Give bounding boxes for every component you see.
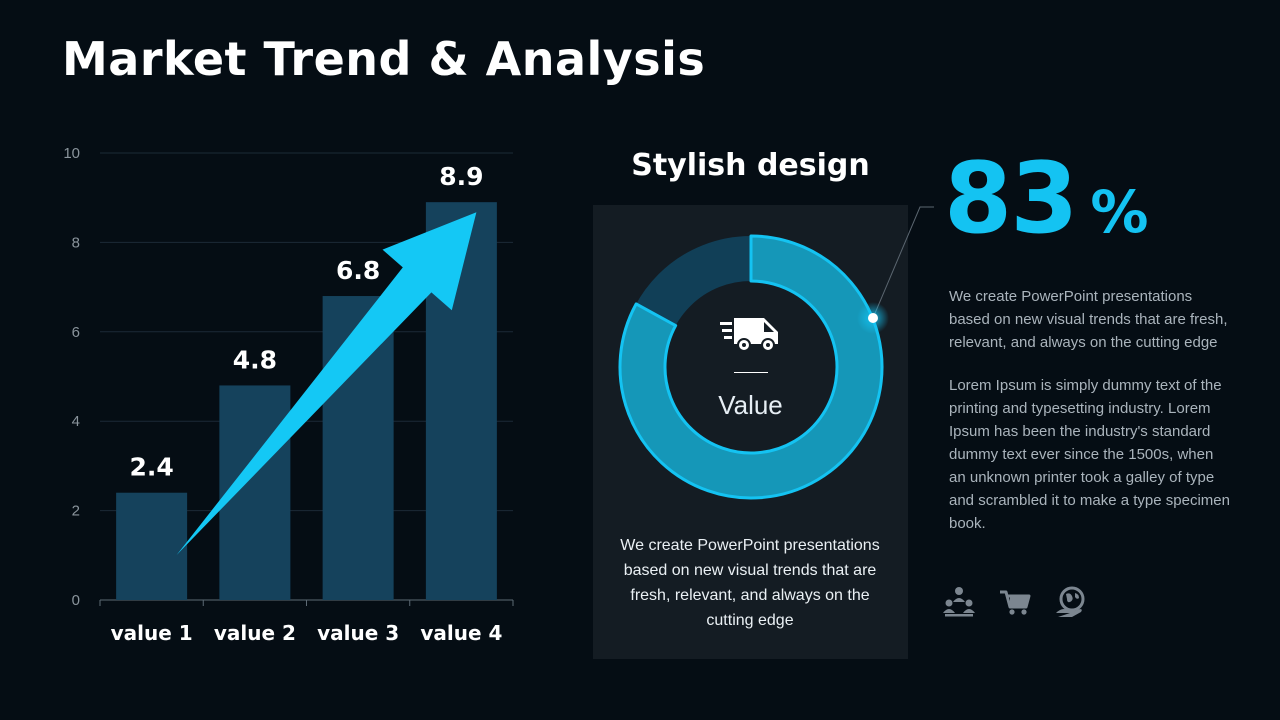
bar-chart: 0 2 4 6 8 10 2.4 value 1 4.8 value 2 6.8 value 3 8.9… (63, 145, 514, 645)
donut-center-label: Value (718, 390, 783, 420)
icon-row (942, 585, 1088, 619)
page-title: Market Trend & Analysis (62, 32, 706, 86)
x-tick-label: value 2 (214, 621, 296, 645)
team-icon (943, 587, 975, 617)
y-tick-label: 4 (72, 413, 80, 430)
globe-hand-icon (1056, 586, 1085, 617)
x-tick-label: value 1 (111, 621, 193, 645)
y-tick-label: 0 (72, 592, 80, 609)
y-tick-label: 2 (72, 503, 80, 520)
donut-chart (618, 234, 884, 500)
percent-unit: % (1090, 178, 1149, 246)
percent-value: 83 (944, 142, 1078, 256)
trend-arrow (176, 212, 477, 555)
delivery-truck-icon (720, 318, 778, 352)
data-label: 8.9 (439, 162, 483, 191)
y-tick-label: 10 (63, 145, 80, 162)
x-tick-label: value 4 (420, 621, 502, 645)
y-tick-label: 8 (72, 234, 80, 251)
bar (116, 492, 188, 600)
big-percent: 83% (944, 150, 1149, 248)
data-label: 2.4 (129, 453, 173, 482)
donut-divider (734, 372, 768, 373)
donut-value-arc (618, 234, 884, 500)
shopping-cart-icon (1000, 590, 1031, 615)
data-label: 4.8 (233, 345, 277, 374)
y-tick-label: 6 (72, 324, 80, 341)
data-label: 6.8 (336, 256, 380, 285)
stat-description-2: Lorem Ipsum is simply dummy text of the … (949, 377, 1230, 532)
stat-description-1: We create PowerPoint presentations based… (949, 288, 1228, 351)
x-tick-label: value 3 (317, 621, 399, 645)
donut-description: We create PowerPoint presentations based… (620, 537, 880, 629)
donut-heading: Stylish design (631, 148, 870, 183)
